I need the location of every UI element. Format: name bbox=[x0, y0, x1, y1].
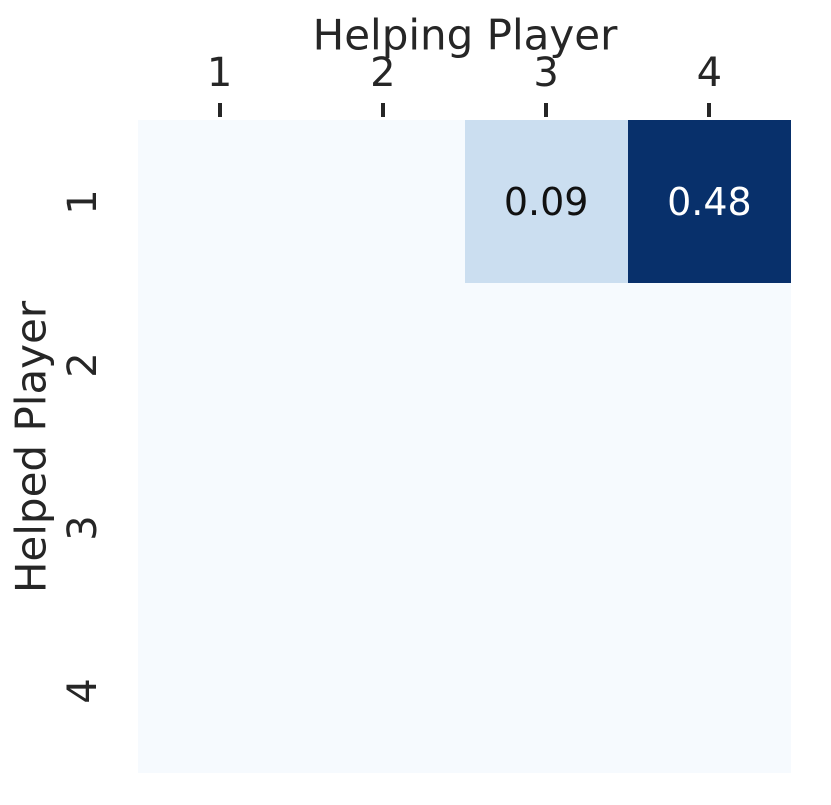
heatmap-cell-r2c2 bbox=[301, 283, 465, 447]
y-axis-label: Helped Player bbox=[6, 300, 56, 594]
heatmap-cell-r2c1 bbox=[138, 283, 302, 447]
x-tick-label-4: 4 bbox=[696, 50, 723, 96]
x-tick-mark bbox=[217, 103, 222, 117]
x-tick-label-3: 3 bbox=[533, 50, 559, 96]
y-tick-label-4: 4 bbox=[60, 678, 106, 705]
heatmap-grid: 0.09 0.48 bbox=[138, 120, 791, 773]
y-tick-label-3: 3 bbox=[60, 515, 106, 541]
heatmap-cell-r4c2 bbox=[301, 609, 465, 773]
heatmap-cell-r1c3: 0.09 bbox=[464, 120, 628, 284]
x-tick-label-1: 1 bbox=[206, 50, 233, 96]
heatmap-cell-r3c1 bbox=[138, 446, 302, 610]
x-axis-label: Helping Player bbox=[312, 10, 618, 60]
heatmap-cell-r4c4 bbox=[627, 609, 791, 773]
x-tick-mark bbox=[380, 103, 385, 117]
x-tick-label-2: 2 bbox=[370, 50, 396, 96]
heatmap-cell-r4c1 bbox=[138, 609, 302, 773]
x-tick-mark bbox=[544, 103, 549, 117]
x-tick-mark bbox=[707, 103, 712, 117]
heatmap-cell-r1c4: 0.48 bbox=[627, 120, 791, 284]
heatmap-cell-r1c2 bbox=[301, 120, 465, 284]
heatmap-cell-r2c3 bbox=[464, 283, 628, 447]
heatmap-cell-r2c4 bbox=[627, 283, 791, 447]
heatmap-cell-r3c2 bbox=[301, 446, 465, 610]
heatmap-cell-r4c3 bbox=[464, 609, 628, 773]
heatmap-cell-r3c4 bbox=[627, 446, 791, 610]
y-tick-label-2: 2 bbox=[60, 352, 106, 378]
heatmap-cell-r1c1 bbox=[138, 120, 302, 284]
cell-annotation: 0.48 bbox=[667, 179, 752, 224]
y-tick-label-1: 1 bbox=[60, 188, 106, 215]
heatmap-cell-r3c3 bbox=[464, 446, 628, 610]
cell-annotation: 0.09 bbox=[503, 179, 589, 224]
